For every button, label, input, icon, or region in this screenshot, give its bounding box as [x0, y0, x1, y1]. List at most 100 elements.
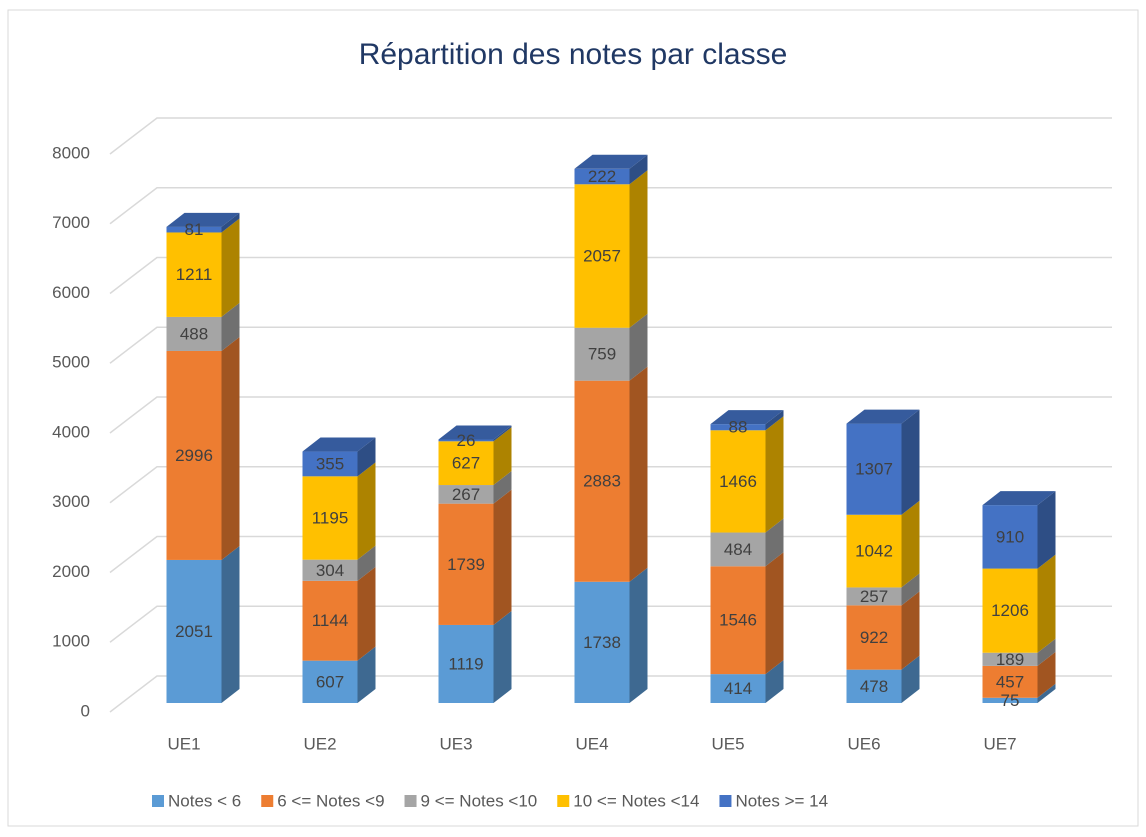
data-label: 1307	[855, 460, 893, 479]
data-label: 1042	[855, 542, 893, 561]
bar-side	[629, 366, 648, 582]
grid-line	[109, 466, 1112, 504]
data-label: 2057	[583, 246, 621, 265]
bar-side	[901, 500, 920, 588]
x-tick-label: UE5	[711, 734, 744, 753]
grid-line	[109, 187, 1112, 225]
bar-segment	[302, 437, 376, 477]
y-tick-label: 3000	[52, 492, 90, 511]
bar-segment	[302, 646, 376, 703]
bar-front	[438, 485, 494, 504]
bar-front	[710, 424, 766, 431]
bar-side	[1037, 554, 1056, 653]
legend-label: 6 <= Notes <9	[277, 791, 384, 810]
bar-side	[1037, 638, 1056, 666]
data-label: 1119	[448, 654, 483, 673]
data-label: 75	[1001, 691, 1020, 710]
data-label: 607	[316, 672, 344, 691]
data-label: 1546	[719, 611, 757, 630]
grid-line	[109, 326, 1112, 364]
bar-segment	[846, 591, 920, 670]
legend-swatch	[719, 795, 732, 807]
y-tick-label: 7000	[52, 213, 90, 232]
data-label: 355	[316, 454, 344, 473]
y-tick-label: 6000	[52, 283, 90, 302]
bar-segment	[982, 651, 1056, 698]
x-tick-label: UE6	[847, 734, 880, 753]
bar-side	[221, 336, 240, 560]
bar-side	[1037, 683, 1056, 703]
x-tick-label: UE7	[983, 734, 1016, 753]
bar-segment	[438, 489, 512, 625]
bar-segment	[574, 154, 648, 185]
bar-front	[982, 652, 1038, 666]
bar-front	[982, 568, 1038, 653]
bar-segment	[574, 170, 648, 328]
y-tick-label: 5000	[52, 353, 90, 372]
bar-side	[1037, 651, 1056, 698]
grid-line	[109, 605, 1112, 643]
bar-side	[629, 154, 648, 185]
bar-segment	[710, 410, 784, 431]
data-label: 1144	[312, 611, 349, 630]
data-label: 922	[860, 628, 888, 647]
bar-segment	[982, 683, 1056, 703]
bar-front	[166, 559, 222, 703]
bar-top	[166, 212, 240, 227]
bar-front	[166, 232, 222, 317]
grid-line	[109, 396, 1112, 434]
bar-segment	[302, 566, 376, 661]
bar-side	[765, 552, 784, 675]
bar-side	[1037, 491, 1056, 569]
bar-side	[901, 655, 920, 703]
legend-swatch	[152, 795, 164, 807]
bar-front	[846, 514, 902, 588]
bar-front	[302, 559, 358, 581]
bar-segment	[982, 491, 1056, 569]
bar-front	[710, 674, 766, 703]
bar-side	[493, 489, 512, 625]
bar-front	[574, 184, 630, 328]
bar-front	[982, 697, 1038, 703]
bar-front	[982, 505, 1038, 569]
bar-side	[357, 646, 376, 703]
data-label: 2883	[583, 472, 621, 491]
bar-front	[438, 624, 494, 703]
bar-segment	[710, 552, 784, 675]
data-label: 1466	[719, 472, 757, 491]
bar-segment	[302, 462, 376, 560]
chart-title: Répartition des notes par classe	[359, 38, 788, 71]
bar-side	[901, 591, 920, 670]
x-tick-label: UE2	[303, 734, 336, 753]
data-label: 910	[996, 527, 1024, 546]
data-label: 1206	[991, 601, 1029, 620]
bar-front	[166, 316, 222, 351]
data-label: 414	[724, 679, 752, 698]
x-tick-label: UE4	[575, 734, 608, 753]
bar-front	[574, 327, 630, 381]
bar-front	[710, 532, 766, 567]
bar-side	[221, 212, 240, 233]
data-label: 1738	[583, 633, 621, 652]
data-label: 304	[316, 561, 344, 580]
bar-front	[302, 451, 358, 477]
legend-label: 10 <= Notes <14	[573, 791, 699, 810]
bar-segment	[438, 425, 512, 442]
data-label: 1195	[312, 508, 349, 527]
y-tick-label: 4000	[52, 422, 90, 441]
bar-front	[302, 580, 358, 661]
x-tick-label: UE1	[167, 734, 200, 753]
grid-line	[109, 675, 1112, 713]
data-label: 478	[860, 677, 888, 696]
bar-side	[221, 545, 240, 703]
bar-segment	[574, 313, 648, 381]
bar-segment	[846, 409, 920, 515]
bar-top	[710, 410, 784, 425]
bar-front	[846, 669, 902, 703]
data-label: 2051	[175, 622, 213, 641]
bar-front	[302, 660, 358, 703]
data-label: 88	[729, 418, 748, 437]
y-tick-label: 2000	[52, 562, 90, 581]
bar-front	[710, 566, 766, 675]
bar-segment	[166, 218, 240, 317]
